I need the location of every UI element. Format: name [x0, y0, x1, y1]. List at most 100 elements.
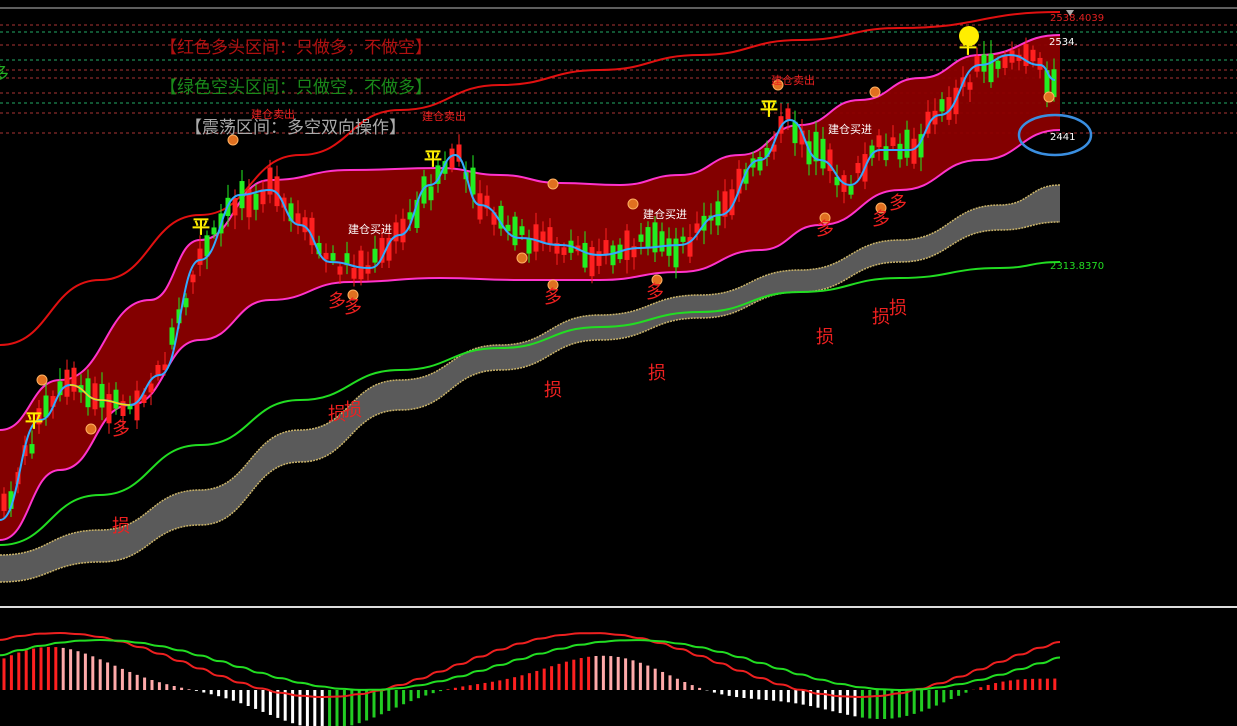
signal-dot: [347, 289, 359, 301]
candle-body: [939, 99, 945, 112]
candle-body: [470, 167, 476, 195]
price-label: 2441: [1050, 132, 1075, 143]
macd-bar: [513, 677, 517, 690]
candle-body: [176, 309, 182, 324]
candle-body: [106, 394, 112, 424]
candle-body: [582, 242, 588, 268]
candle-body: [407, 212, 413, 220]
macd-bar: [298, 690, 302, 726]
candle-body: [876, 135, 882, 148]
macd-bar: [631, 660, 635, 690]
candle-body: [155, 365, 161, 376]
macd-bar: [150, 679, 154, 690]
signal-dot: [869, 86, 881, 98]
candle-body: [813, 131, 819, 162]
macd-bar: [165, 684, 169, 690]
macd-bar: [809, 690, 813, 707]
candle-body: [540, 231, 546, 243]
candle-body: [554, 243, 560, 254]
signal-dot: [85, 423, 97, 435]
long-mark: 多: [872, 209, 890, 230]
macd-bar: [261, 690, 265, 712]
sell-mark: 建仓卖出: [771, 73, 815, 87]
candle-body: [988, 53, 994, 83]
candle-body: [295, 213, 301, 225]
macd-bar: [986, 684, 990, 690]
candle-body: [372, 248, 378, 263]
macd-bar: [498, 680, 502, 690]
candle-body: [36, 408, 42, 425]
macd-bar: [661, 671, 665, 690]
candle-body: [610, 245, 616, 266]
macd-bar: [276, 690, 280, 718]
candle-body: [981, 54, 987, 72]
macd-bar: [609, 656, 613, 690]
price-label: 2313.8370: [1050, 261, 1104, 272]
macd-bar: [535, 670, 539, 690]
candle-body: [890, 137, 896, 146]
macd-bar: [76, 651, 80, 690]
macd-bar: [113, 665, 117, 690]
macd-bar: [801, 690, 805, 705]
macd-bar: [579, 658, 583, 690]
candle-body: [309, 217, 315, 246]
candle-body: [183, 298, 189, 308]
candle-body: [792, 121, 798, 144]
candle-body: [911, 138, 917, 164]
macd-bar: [283, 690, 287, 721]
macd-bar: [1023, 679, 1027, 690]
macd-bar: [979, 687, 983, 690]
candle-body: [1037, 57, 1043, 70]
macd-bar: [616, 656, 620, 690]
macd-bar: [320, 690, 324, 726]
candle-body: [694, 223, 700, 233]
candle-body: [477, 193, 483, 220]
sell-mark: 建仓卖出: [251, 107, 295, 121]
signal-line-overlay: [69, 384, 131, 406]
macd-bar: [135, 674, 139, 690]
candle-body: [1009, 50, 1015, 63]
macd-bar: [868, 690, 872, 719]
macd-bar: [727, 690, 731, 696]
candle-body: [848, 185, 854, 195]
macd-bar: [365, 690, 369, 721]
candle-body: [645, 227, 651, 249]
candle-body: [491, 212, 497, 225]
macd-bar: [476, 684, 480, 690]
signal-dot-highlight: [959, 26, 979, 46]
macd-bar: [594, 656, 598, 690]
candle-body: [799, 130, 805, 145]
flat-mark: 平: [192, 217, 210, 238]
macd-bar: [572, 659, 576, 690]
macd-bar: [897, 690, 901, 718]
candle-body: [358, 250, 364, 280]
macd-bar: [601, 655, 605, 690]
flat-mark: 平: [25, 411, 43, 432]
sell-mark: 建仓卖出: [422, 109, 466, 123]
stop-mark: 损: [544, 380, 562, 401]
macd-bar: [505, 678, 509, 690]
macd-bar: [157, 682, 161, 690]
candle-body: [99, 383, 105, 408]
macd-bar: [268, 690, 272, 715]
macd-bar: [1053, 678, 1057, 690]
candle-body: [330, 253, 336, 261]
macd-bar: [557, 663, 561, 690]
candle-body: [757, 156, 763, 171]
macd-bar: [69, 649, 73, 690]
macd-bar: [91, 656, 95, 690]
candle-body: [897, 143, 903, 160]
candle-body: [743, 169, 749, 184]
candle-body: [43, 395, 49, 418]
macd-bar: [934, 690, 938, 706]
macd-bar: [683, 681, 687, 690]
macd-bar: [254, 690, 258, 709]
candle-body: [673, 238, 679, 268]
candle-body: [365, 265, 371, 274]
price-label: 2538.4039: [1050, 13, 1104, 24]
candle-body: [57, 381, 63, 396]
macd-bar: [128, 671, 132, 690]
signal-line: [0, 53, 1056, 521]
macd-bar: [17, 652, 21, 690]
macd-bar: [920, 690, 924, 712]
